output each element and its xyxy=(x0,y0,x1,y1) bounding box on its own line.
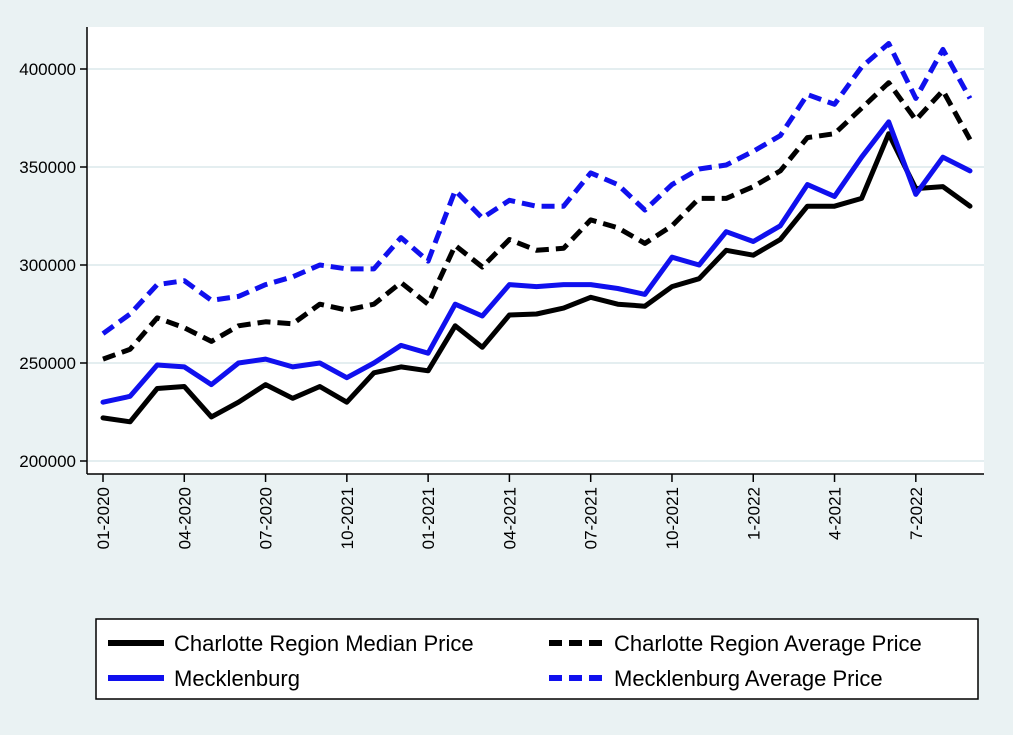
legend-label-median: Charlotte Region Median Price xyxy=(174,631,474,656)
legend-label-average: Charlotte Region Average Price xyxy=(614,631,922,656)
x-tick-label: 10-2021 xyxy=(338,487,357,549)
legend: Charlotte Region Median Price Charlotte … xyxy=(95,618,979,700)
y-tick-label: 200000 xyxy=(19,452,76,471)
series-lines xyxy=(100,41,973,425)
legend-box xyxy=(95,618,979,700)
series-line-mecklenburg xyxy=(100,119,973,405)
series-line-charlotte-region-average-price xyxy=(102,80,973,362)
x-tick-label: 04-2021 xyxy=(500,487,519,549)
y-tick-label: 250000 xyxy=(19,354,76,373)
y-ticks: 200000 250000 300000 350000 400000 xyxy=(19,60,87,471)
y-tick-label: 400000 xyxy=(19,60,76,79)
x-tick-label: 07-2020 xyxy=(257,487,276,549)
x-ticks: 01-2020 04-2020 07-2020 10-2021 01-2021 04-20… xyxy=(94,474,926,549)
x-tick-label: 10-2021 xyxy=(663,487,682,549)
x-tick-label: 4-2021 xyxy=(826,487,845,540)
plot-area xyxy=(87,27,984,474)
x-tick-label: 04-2020 xyxy=(175,487,194,549)
legend-label-mecklenburg: Mecklenburg xyxy=(174,666,300,691)
legend-label-mecklenburg-average: Mecklenburg Average Price xyxy=(614,666,883,691)
series-line-charlotte-region-median-price xyxy=(100,131,973,425)
x-tick-label: 01-2020 xyxy=(94,487,113,549)
x-tick-label: 01-2021 xyxy=(419,487,438,549)
series-line-mecklenburg-average-price xyxy=(101,41,973,336)
x-tick-label: 7-2022 xyxy=(907,487,926,540)
x-tick-label: 1-2022 xyxy=(744,487,763,540)
y-tick-label: 300000 xyxy=(19,256,76,275)
y-tick-label: 350000 xyxy=(19,158,76,177)
x-tick-label: 07-2021 xyxy=(582,487,601,549)
